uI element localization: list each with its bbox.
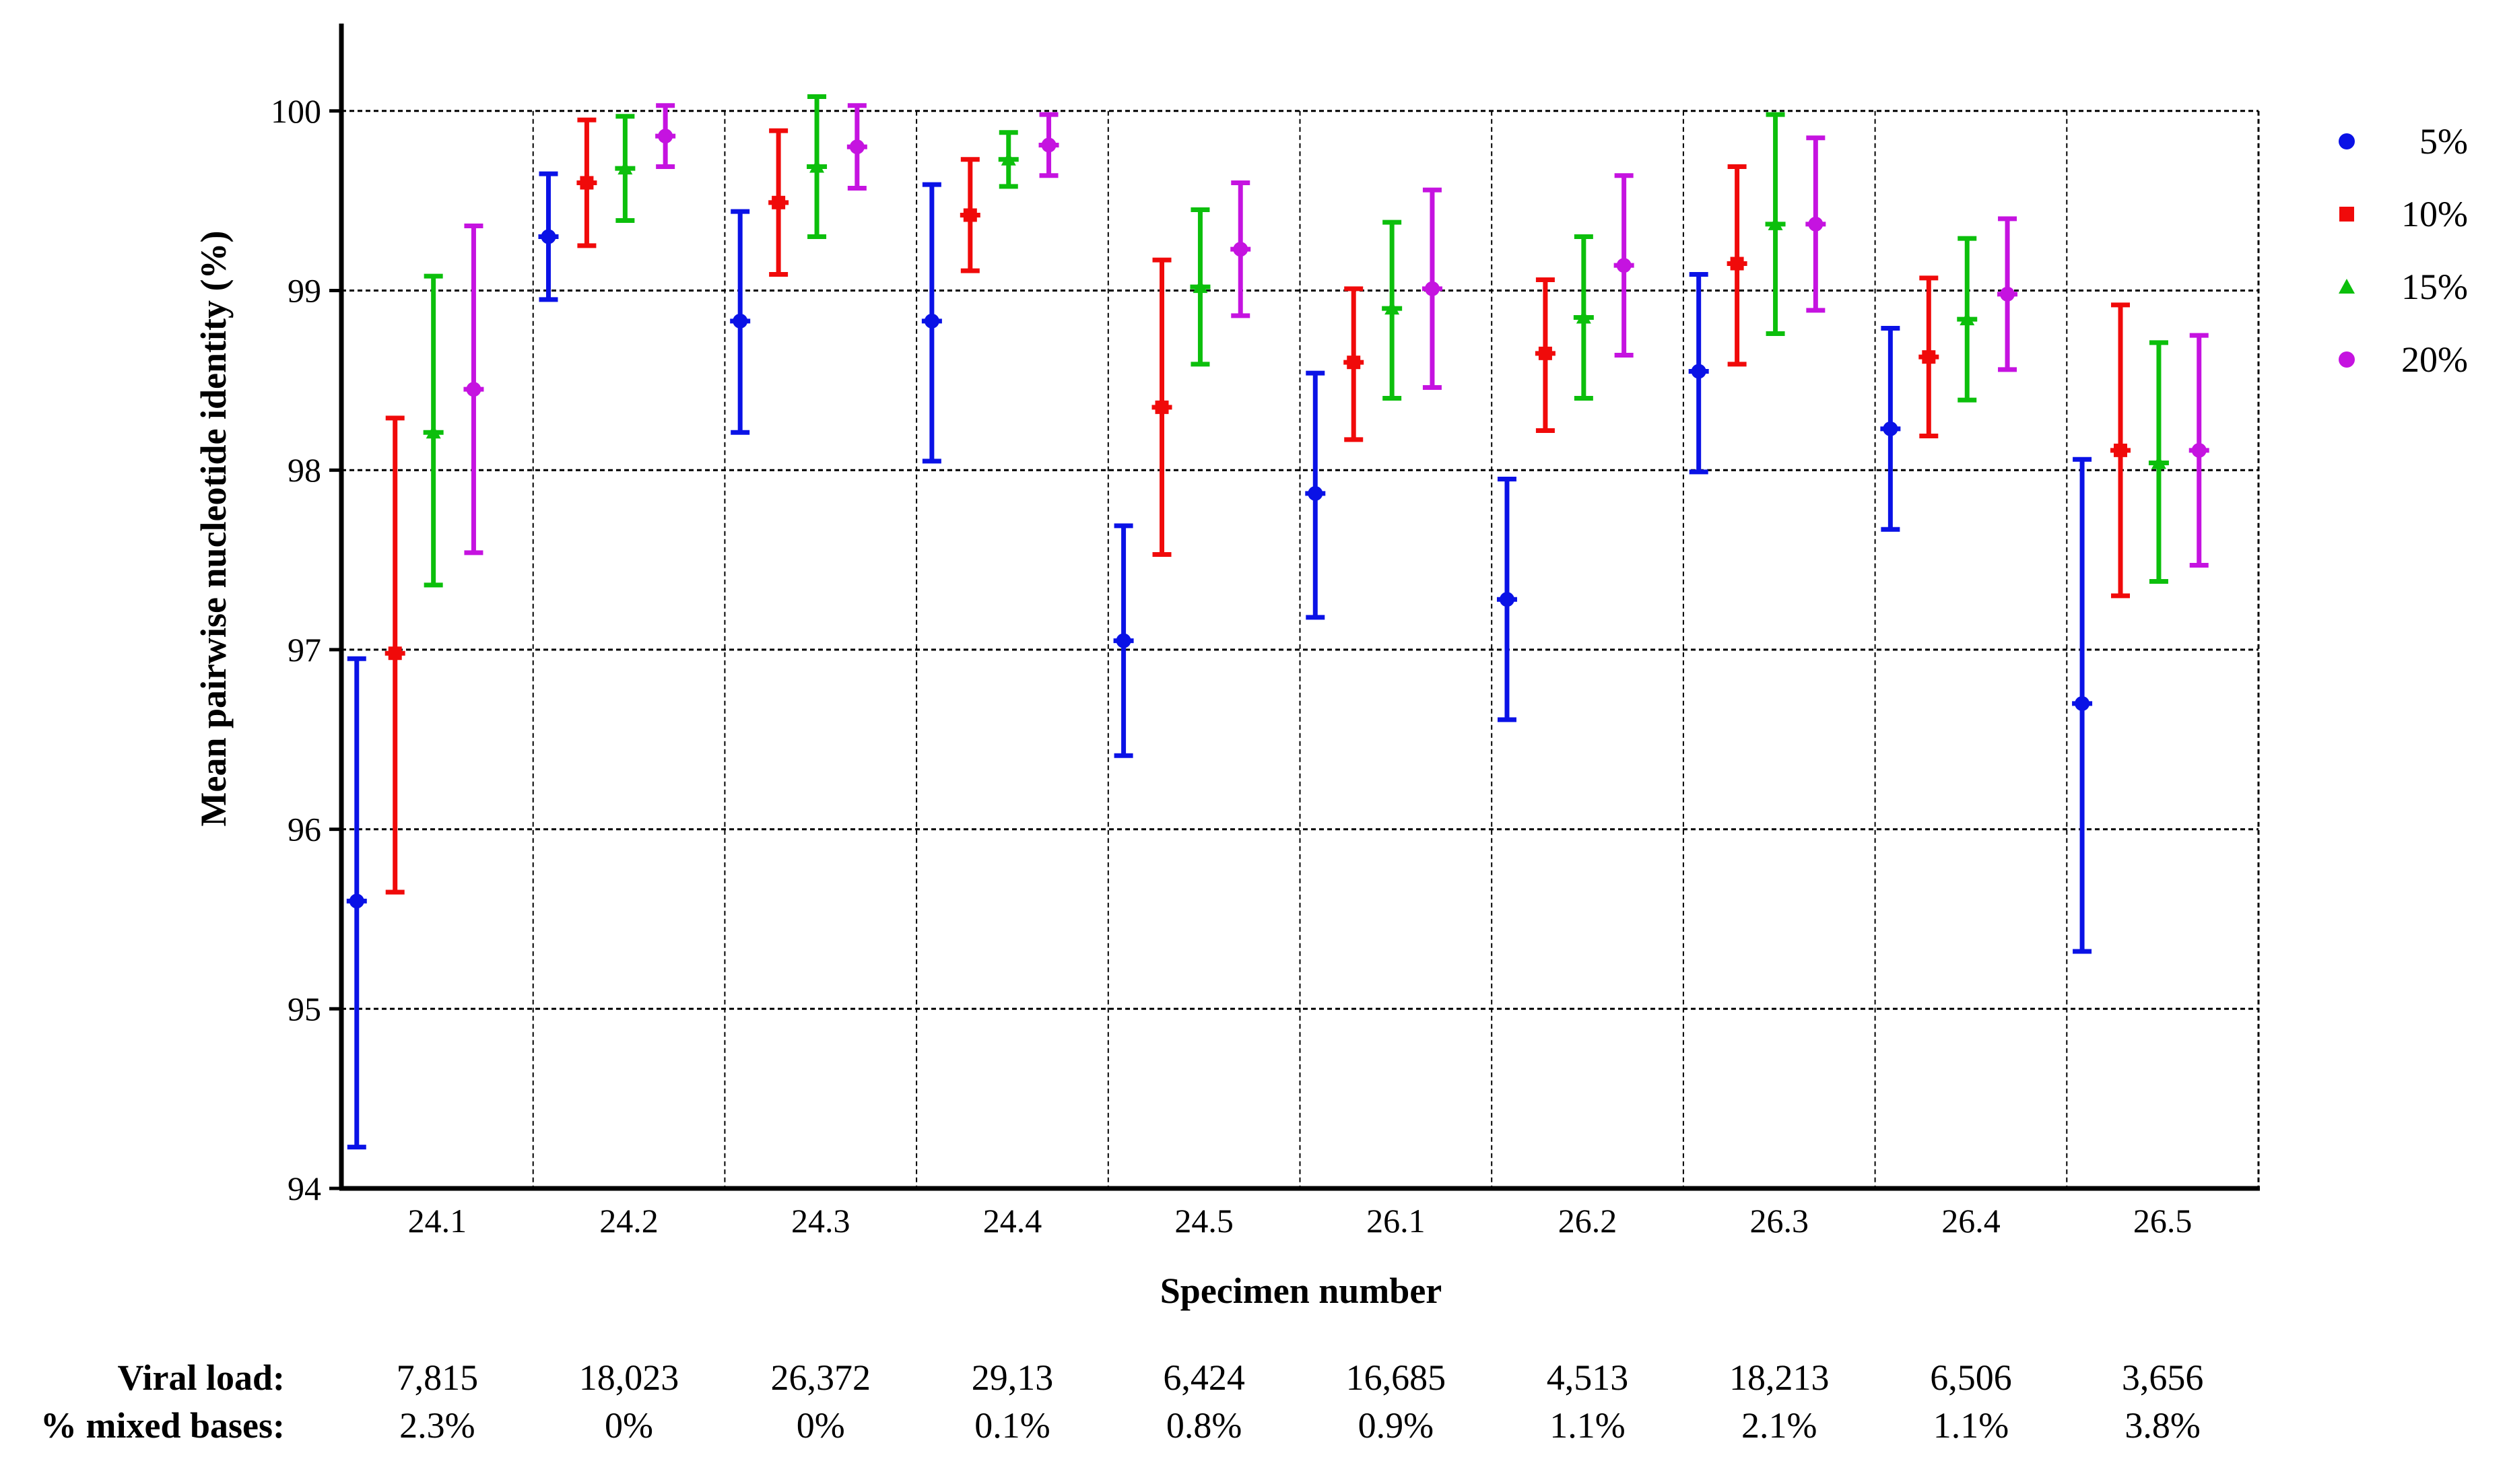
viral-load-value: 16,685 [1346, 1357, 1446, 1398]
mean-point [1616, 258, 1632, 273]
mean-point [849, 139, 865, 155]
mixed-bases-value: 0.8% [1166, 1405, 1242, 1446]
viral-load-value: 18,023 [579, 1357, 679, 1398]
mean-point [1691, 364, 1706, 379]
mean-point [1384, 301, 1400, 315]
legend-label: 5% [2419, 121, 2468, 162]
x-tick-label: 26.3 [1750, 1202, 1809, 1240]
mean-point [2075, 696, 2090, 711]
x-tick-label: 26.1 [1366, 1202, 1426, 1240]
mean-point [1424, 281, 1440, 296]
mean-point [1576, 310, 1591, 324]
mixed-bases-value: 0% [605, 1405, 653, 1446]
mixed-bases-value: 2.1% [1741, 1405, 1817, 1446]
mean-point [1041, 137, 1057, 153]
viral-load-value: 6,424 [1163, 1357, 1245, 1398]
mean-point [541, 229, 556, 244]
viral-load-value: 6,506 [1930, 1357, 2012, 1398]
mean-point [1001, 151, 1016, 166]
mean-point [1730, 257, 1744, 271]
mean-point [466, 382, 481, 397]
mean-point [1193, 279, 1208, 294]
x-tick-label: 26.5 [2133, 1202, 2193, 1240]
mixed-bases-label: % mixed bases: [40, 1405, 285, 1446]
x-tick-label: 24.1 [408, 1202, 467, 1240]
mean-point [924, 313, 939, 329]
mixed-bases-value: 0% [797, 1405, 845, 1446]
mean-point [2114, 443, 2128, 457]
mean-point [733, 313, 748, 329]
mixed-bases-value: 0.1% [974, 1405, 1050, 1446]
mean-point [1883, 421, 1898, 436]
mean-point [1116, 633, 1131, 648]
mixed-bases-value: 1.1% [1549, 1405, 1625, 1446]
mean-point [1960, 312, 1975, 326]
mixed-bases-value: 0.9% [1358, 1405, 1434, 1446]
viral-load-value: 26,372 [771, 1357, 871, 1398]
mean-point [1499, 592, 1514, 607]
mean-point [1768, 216, 1783, 230]
mixed-bases-value: 2.3% [399, 1405, 475, 1446]
viral-load-value: 3,656 [2122, 1357, 2204, 1398]
x-tick-label: 24.2 [599, 1202, 659, 1240]
mean-point [1155, 400, 1169, 414]
mean-point [1538, 346, 1552, 360]
y-axis-title: Mean pairwise nucleotide identity (%) [193, 231, 234, 827]
mean-point [1808, 216, 1824, 232]
mean-point [658, 129, 673, 144]
y-tick-label: 99 [288, 272, 321, 310]
viral-load-label: Viral load: [118, 1357, 285, 1398]
mean-point [580, 176, 594, 190]
mean-point [1347, 356, 1361, 370]
legend-label: 20% [2401, 339, 2468, 380]
mean-point [2000, 286, 2015, 302]
y-tick-label: 96 [288, 811, 321, 848]
mean-point [617, 161, 633, 175]
legend-label: 10% [2401, 194, 2468, 234]
legend-marker [2339, 133, 2355, 149]
y-tick-label: 97 [288, 631, 321, 669]
legend-label: 15% [2401, 267, 2468, 307]
mean-point [2191, 442, 2207, 458]
legend-marker [2339, 279, 2355, 294]
legend-marker [2339, 351, 2355, 368]
y-tick-label: 94 [288, 1170, 321, 1207]
y-tick-label: 98 [288, 451, 321, 489]
mean-point [1233, 242, 1248, 257]
mean-point [772, 195, 786, 209]
viral-load-value: 18,213 [1729, 1357, 1830, 1398]
mean-point [426, 425, 441, 439]
x-tick-label: 26.2 [1558, 1202, 1617, 1240]
viral-load-value: 29,13 [972, 1357, 1054, 1398]
mean-point [1922, 350, 1936, 364]
x-tick-label: 24.3 [791, 1202, 850, 1240]
mean-point [963, 208, 977, 222]
mean-point [1308, 485, 1323, 501]
x-axis-title: Specimen number [1160, 1271, 1442, 1311]
x-tick-label: 24.4 [983, 1202, 1042, 1240]
mixed-bases-value: 3.8% [2125, 1405, 2200, 1446]
viral-load-value: 7,815 [397, 1357, 479, 1398]
y-tick-label: 95 [288, 990, 321, 1027]
mean-point [388, 646, 402, 661]
legend-marker [2339, 207, 2354, 222]
mixed-bases-value: 1.1% [1933, 1405, 2009, 1446]
viral-load-value: 4,513 [1547, 1357, 1629, 1398]
mean-point [809, 159, 825, 173]
mean-point [2151, 455, 2166, 469]
y-tick-label: 100 [271, 92, 321, 130]
x-tick-label: 26.4 [1941, 1202, 2001, 1240]
mean-point [349, 893, 364, 909]
x-tick-label: 24.5 [1174, 1202, 1234, 1240]
